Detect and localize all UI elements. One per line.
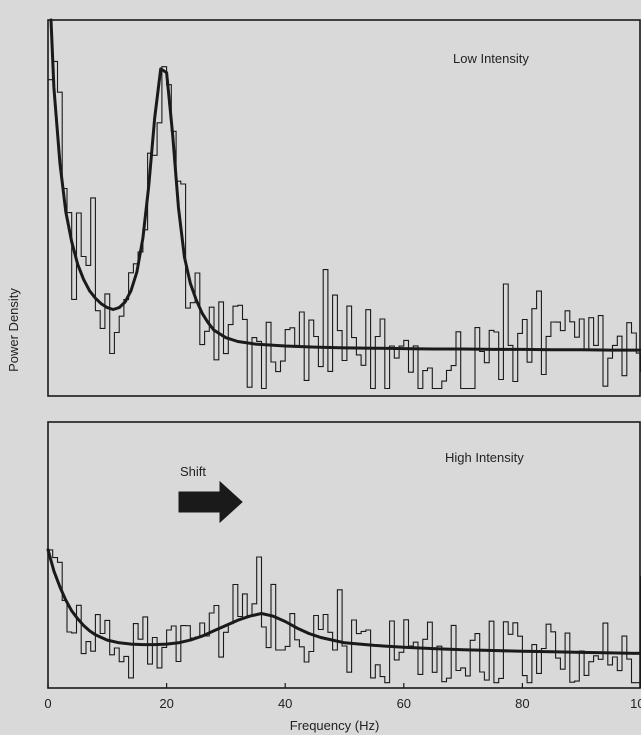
panel-label: High Intensity bbox=[445, 450, 524, 465]
x-tick-label: 40 bbox=[278, 696, 292, 711]
shift-arrow-icon bbox=[178, 480, 243, 524]
panel-frame bbox=[47, 19, 641, 397]
x-axis-title: Frequency (Hz) bbox=[290, 718, 380, 733]
raw-spectrum-trace bbox=[48, 549, 641, 684]
x-tick-label: 0 bbox=[44, 696, 51, 711]
x-tick-label: 100 bbox=[630, 696, 641, 711]
panel-frame bbox=[47, 421, 641, 689]
x-tick-label: 80 bbox=[515, 696, 529, 711]
shift-label: Shift bbox=[180, 464, 206, 479]
raw-spectrum-trace bbox=[48, 60, 641, 390]
x-tick-label: 60 bbox=[397, 696, 411, 711]
panel-label: Low Intensity bbox=[453, 51, 529, 66]
x-tick-label: 20 bbox=[159, 696, 173, 711]
y-axis-title: Power Density bbox=[6, 288, 21, 372]
panel-high-intensity: High Intensity bbox=[46, 421, 641, 689]
shift-annotation: Shift bbox=[178, 464, 243, 524]
fitted-curve bbox=[49, 18, 641, 352]
fitted-curve bbox=[46, 548, 641, 655]
panel-low-intensity: Low Intensity bbox=[47, 18, 641, 397]
